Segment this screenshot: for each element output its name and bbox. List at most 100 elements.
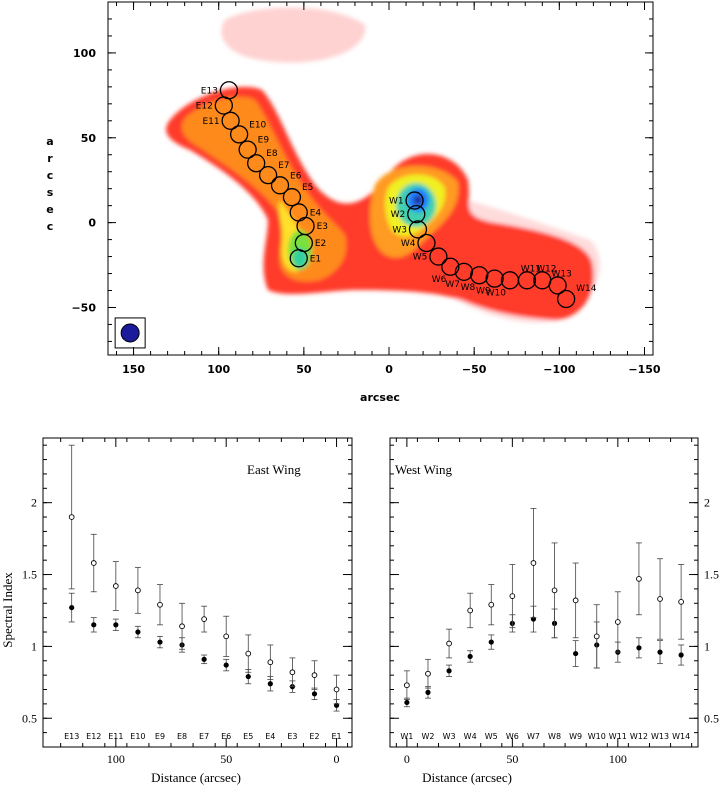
east-point-open	[201, 616, 207, 622]
region-e5	[282, 188, 302, 207]
west-point-open	[530, 560, 537, 566]
west-point-open	[488, 601, 495, 608]
west-xtick-label: 100	[609, 752, 627, 766]
west-point-open	[657, 596, 663, 602]
west-point-filled	[467, 653, 473, 660]
east-point-filled	[245, 673, 251, 680]
region-label: W11	[521, 264, 541, 274]
east-ylabel: Spectral Index	[0, 572, 15, 648]
west-title: West Wing	[395, 462, 453, 477]
west-point-open	[425, 670, 431, 677]
east-title: East Wing	[247, 462, 301, 477]
west-point-open	[404, 682, 410, 689]
west-point-filled	[573, 650, 579, 657]
map-ytick-label: 50	[81, 132, 97, 145]
east-point-open	[179, 623, 185, 630]
region-label: E5	[302, 183, 313, 193]
east-point-open	[135, 587, 141, 594]
west-region-label: W1	[400, 732, 413, 741]
region-label: W6	[432, 275, 447, 285]
region-label: W7	[445, 280, 460, 290]
region-label: W8	[461, 283, 476, 293]
west-xlabel: Distance (arcsec)	[422, 770, 512, 785]
region-w3	[408, 220, 428, 239]
map-xtick-label: 0	[385, 363, 393, 376]
east-point-open	[90, 560, 97, 566]
east-region-label: E7	[199, 732, 209, 741]
east-point-filled	[157, 639, 163, 645]
west-xtick-label: 0	[404, 752, 410, 766]
east-point-filled	[113, 622, 119, 628]
east-ytick-label: 1.5	[22, 568, 37, 582]
west-region-label: W6	[506, 732, 519, 741]
map-ytick-label: −50	[71, 301, 96, 314]
east-xtick-label: 100	[107, 752, 125, 766]
west-frame	[389, 437, 699, 748]
north-plume	[221, 7, 366, 63]
region-label: W12	[536, 264, 556, 274]
west-point-filled	[425, 689, 431, 695]
beam-ellipse	[120, 323, 140, 343]
west-region-label: W2	[421, 732, 434, 741]
region-label: W4	[401, 239, 416, 249]
region-w13	[548, 276, 567, 295]
region-label: E11	[202, 117, 219, 127]
east-region-label: E12	[86, 732, 101, 741]
region-e8	[247, 154, 266, 173]
west-point-filled	[488, 639, 494, 645]
region-e12	[214, 96, 233, 115]
region-label: W10	[486, 288, 507, 298]
west-region-label: W8	[548, 732, 561, 741]
region-label: W1	[389, 197, 404, 207]
region-label: W3	[392, 225, 407, 235]
region-w5	[429, 247, 448, 266]
west-point-filled	[657, 649, 663, 655]
east-region-label: E6	[221, 732, 231, 741]
east-region-label: E9	[155, 732, 165, 741]
east-point-open	[333, 686, 340, 693]
region-e9	[238, 140, 257, 159]
west-region-label: W14	[672, 732, 690, 741]
west-point-open	[551, 587, 558, 594]
east-point-filled	[311, 691, 318, 697]
east-point-open	[68, 514, 75, 520]
emission-map	[166, 7, 600, 323]
region-label: W13	[551, 269, 571, 279]
east-ytick-label: 1	[31, 639, 37, 653]
east-xlabel: Distance (arcsec)	[151, 770, 241, 785]
east-region-label: E11	[108, 732, 123, 741]
west-ytick-label: 1	[704, 639, 710, 653]
region-label: E13	[201, 86, 218, 96]
region-label: E2	[315, 239, 326, 249]
west-region-label: W10	[588, 732, 606, 741]
map-xtick-label: 100	[207, 363, 230, 376]
region-label: E8	[266, 149, 278, 159]
region-label: W5	[413, 253, 428, 263]
region-w11	[517, 271, 537, 290]
west-region-label: W11	[609, 732, 627, 741]
map-ytick-label: 100	[73, 47, 96, 60]
map-xtick-label: −100	[543, 363, 576, 376]
map-xlabel: arcsec	[360, 391, 400, 404]
region-w6	[441, 257, 460, 276]
west-region-label: W13	[651, 732, 669, 741]
region-label: E3	[317, 222, 328, 232]
map-xtick-label: 150	[122, 363, 145, 376]
east-point-open	[245, 650, 252, 657]
east-frame	[42, 437, 353, 748]
region-w8	[470, 266, 489, 285]
region-label: W9	[476, 287, 491, 297]
region-label: E9	[258, 136, 270, 146]
map-ylabel-letter: e	[46, 203, 53, 216]
region-label: E6	[290, 171, 302, 181]
map-frame	[107, 1, 654, 356]
region-w4	[417, 233, 436, 253]
region-label: E7	[278, 161, 289, 171]
east-region-label: E1	[331, 732, 341, 741]
west-point-open	[446, 640, 452, 647]
west-region-label: W7	[527, 732, 540, 741]
map-ytick-label: 0	[88, 217, 96, 230]
map-xtick-label: 50	[296, 363, 312, 376]
west-ytick-label: 1.5	[704, 568, 719, 582]
